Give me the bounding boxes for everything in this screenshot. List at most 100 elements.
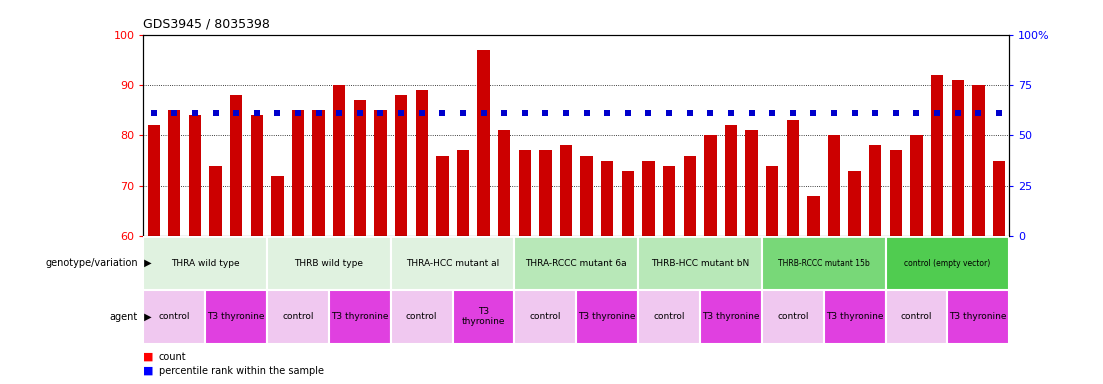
Bar <box>354 100 366 236</box>
Text: GDS3945 / 8035398: GDS3945 / 8035398 <box>143 18 270 31</box>
Point <box>413 109 430 116</box>
Bar <box>639 236 762 290</box>
Bar <box>333 85 345 236</box>
Point <box>867 109 885 116</box>
Bar <box>416 90 428 236</box>
Bar <box>642 161 655 236</box>
Point <box>702 109 719 116</box>
Bar <box>931 75 943 236</box>
Bar <box>947 290 1009 344</box>
Point <box>310 109 328 116</box>
Bar <box>271 175 283 236</box>
Text: ■: ■ <box>143 366 154 376</box>
Text: genotype/variation: genotype/variation <box>45 258 138 268</box>
Point <box>599 109 617 116</box>
Point <box>929 109 946 116</box>
Bar <box>601 161 613 236</box>
Bar <box>478 50 490 236</box>
Point <box>557 109 575 116</box>
Point <box>619 109 636 116</box>
Point <box>949 109 966 116</box>
Bar <box>560 146 572 236</box>
Text: control: control <box>406 312 438 321</box>
Bar <box>189 115 201 236</box>
Text: T3 thyronine: T3 thyronine <box>331 312 388 321</box>
Bar <box>395 95 407 236</box>
Point <box>784 109 802 116</box>
Point <box>846 109 864 116</box>
Point <box>289 109 307 116</box>
Text: T3 thyronine: T3 thyronine <box>578 312 636 321</box>
Point <box>804 109 822 116</box>
Bar <box>457 151 469 236</box>
Point <box>495 109 513 116</box>
Text: control: control <box>529 312 561 321</box>
Point <box>331 109 349 116</box>
Text: T3 thyronine: T3 thyronine <box>703 312 760 321</box>
Bar <box>725 125 737 236</box>
Point <box>433 109 451 116</box>
Point <box>970 109 987 116</box>
Text: THRB wild type: THRB wild type <box>295 258 363 268</box>
Bar <box>828 135 840 236</box>
Bar <box>143 290 205 344</box>
Bar <box>576 290 639 344</box>
Bar <box>148 125 160 236</box>
Bar <box>390 236 514 290</box>
Bar <box>886 290 947 344</box>
Text: ▶: ▶ <box>141 312 152 322</box>
Bar <box>312 110 324 236</box>
Point <box>722 109 740 116</box>
Text: agent: agent <box>109 312 138 322</box>
Point <box>990 109 1008 116</box>
Bar <box>765 166 779 236</box>
Text: THRA wild type: THRA wild type <box>171 258 239 268</box>
Bar <box>539 151 552 236</box>
Point <box>144 109 162 116</box>
Point <box>681 109 698 116</box>
Bar <box>890 151 902 236</box>
Point <box>372 109 389 116</box>
Bar <box>231 95 243 236</box>
Bar <box>250 115 263 236</box>
Bar <box>848 170 860 236</box>
Point <box>474 109 492 116</box>
Bar <box>746 130 758 236</box>
Bar <box>436 156 449 236</box>
Bar <box>374 110 387 236</box>
Point <box>268 109 286 116</box>
Point <box>661 109 678 116</box>
Bar <box>580 156 592 236</box>
Bar <box>267 236 390 290</box>
Bar <box>684 156 696 236</box>
Text: control: control <box>653 312 685 321</box>
Bar <box>663 166 675 236</box>
Bar <box>824 290 886 344</box>
Bar <box>786 120 799 236</box>
Point <box>536 109 554 116</box>
Text: count: count <box>159 352 186 362</box>
Text: T3 thyronine: T3 thyronine <box>826 312 884 321</box>
Bar <box>622 170 634 236</box>
Bar <box>518 151 531 236</box>
Bar <box>143 236 267 290</box>
Point <box>908 109 925 116</box>
Text: THRB-HCC mutant bN: THRB-HCC mutant bN <box>651 258 749 268</box>
Bar <box>762 290 824 344</box>
Bar <box>267 290 329 344</box>
Bar <box>704 135 717 236</box>
Bar <box>952 80 964 236</box>
Point <box>578 109 596 116</box>
Point <box>454 109 472 116</box>
Bar <box>700 290 762 344</box>
Text: ▶: ▶ <box>141 258 152 268</box>
Point <box>165 109 183 116</box>
Text: THRB-RCCC mutant 15b: THRB-RCCC mutant 15b <box>778 258 869 268</box>
Text: T3 thyronine: T3 thyronine <box>950 312 1007 321</box>
Bar <box>452 290 514 344</box>
Bar <box>869 146 881 236</box>
Text: T3 thyronine: T3 thyronine <box>207 312 265 321</box>
Point <box>887 109 904 116</box>
Bar <box>762 236 886 290</box>
Point <box>742 109 760 116</box>
